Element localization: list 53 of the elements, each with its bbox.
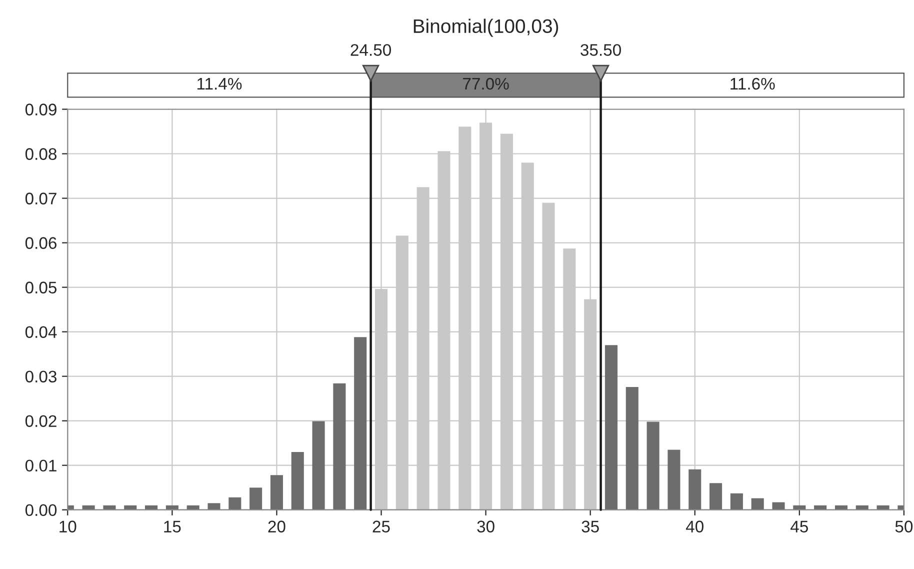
x-tick-label: 15: [164, 520, 181, 532]
bar: [270, 475, 283, 510]
y-tick-label: 0.01: [25, 460, 56, 472]
y-tick-label: 0.03: [25, 370, 56, 382]
bar: [834, 505, 848, 510]
ref-line-label: 35.50: [580, 44, 621, 56]
x-tick-label: 35: [582, 520, 599, 532]
bar: [354, 337, 367, 510]
y-tick-label: 0.08: [25, 148, 56, 160]
bar: [626, 386, 638, 510]
bar: [124, 505, 137, 510]
y-tick-label: 0.09: [25, 104, 56, 116]
bar: [208, 503, 220, 510]
bar: [668, 450, 680, 510]
bar: [144, 505, 158, 510]
bar: [604, 345, 618, 510]
bar: [291, 452, 304, 510]
x-tick-label: 10: [60, 520, 76, 532]
bar: [751, 498, 764, 510]
bar: [82, 505, 95, 510]
bar: [876, 505, 890, 510]
ref-line-label: 24.50: [350, 44, 391, 56]
x-tick-label: 30: [477, 520, 494, 532]
text: 11.4%: [197, 78, 242, 90]
text: 11.6%: [730, 78, 775, 90]
bar: [312, 421, 325, 510]
bar: [186, 505, 200, 510]
x-tick-label: 45: [790, 520, 808, 532]
bar: [228, 497, 242, 510]
bar: [103, 505, 116, 510]
bar: [710, 483, 722, 510]
chart-title: Binomial(100,03): [414, 18, 558, 37]
x-tick-label: 40: [686, 520, 704, 532]
y-tick-label: 0.07: [25, 192, 56, 204]
x-tick-label: 20: [268, 520, 286, 532]
x-tick-label: 25: [372, 520, 390, 532]
bar: [856, 505, 868, 510]
y-tick-label: 0.00: [25, 504, 57, 516]
bar: [814, 505, 827, 510]
bar: [730, 493, 743, 510]
bar: [688, 469, 702, 510]
y-tick-label: 0.06: [25, 237, 56, 249]
text: 77.0%: [463, 78, 509, 90]
x-tick-label: 50: [895, 520, 913, 532]
bar: [166, 505, 178, 510]
bar: [772, 502, 785, 510]
bar: [646, 422, 660, 510]
bar: [250, 488, 262, 510]
y-tick-label: 0.04: [25, 326, 57, 338]
y-tick-label: 0.05: [25, 282, 57, 294]
bar: [793, 505, 806, 510]
bar: [333, 383, 346, 510]
y-tick-label: 0.02: [25, 415, 56, 428]
